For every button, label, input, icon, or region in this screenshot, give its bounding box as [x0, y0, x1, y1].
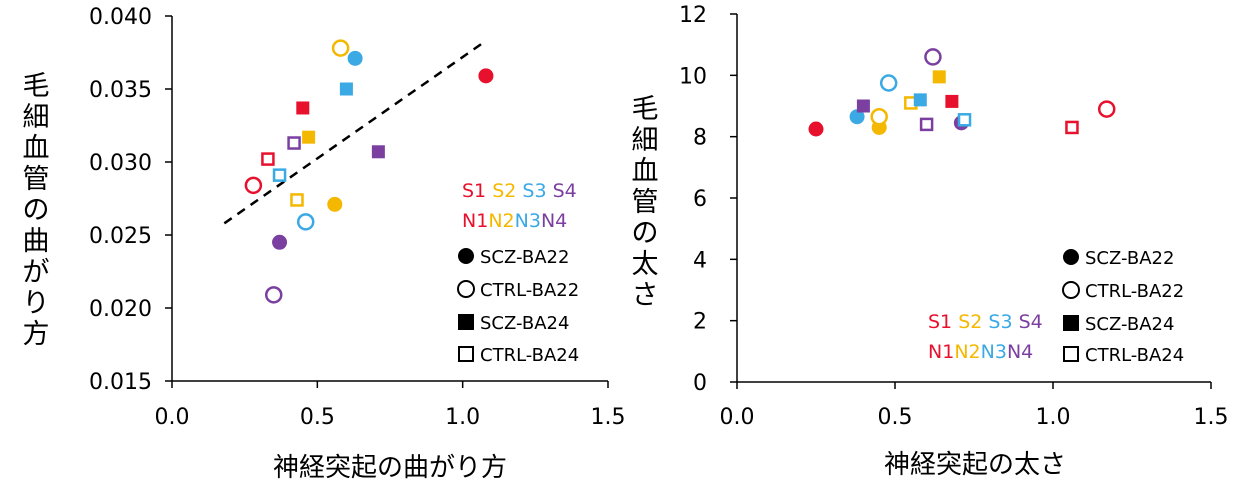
data-point: [478, 68, 494, 84]
legend-entry-label: CTRL-BA22: [1085, 281, 1184, 302]
data-point: [856, 99, 870, 113]
legend-entry-label: SCZ-BA22: [480, 247, 569, 268]
data-point: [371, 145, 385, 159]
data-point: [957, 113, 972, 127]
legend-marker-icon: [1063, 249, 1079, 265]
data-point: [879, 74, 898, 92]
y-tick-label: 0.025: [89, 224, 152, 249]
x-tick-label: 0.5: [878, 405, 913, 430]
legend-s-labels: S1 S2 S3 S4: [462, 180, 577, 202]
x-tick-label: 1.5: [591, 405, 626, 430]
data-point: [919, 117, 934, 132]
y-tick-label: 0.020: [89, 297, 152, 322]
data-point: [264, 286, 283, 304]
data-point: [272, 234, 288, 250]
legend-marker-icon: [458, 248, 474, 264]
legend-entry-label: CTRL-BA22: [480, 280, 579, 301]
legend-marker-icon: [1062, 281, 1080, 299]
y-axis-label: 毛細血管の曲がり方: [23, 71, 50, 350]
data-point: [290, 193, 304, 207]
x-tick-label: 0.5: [300, 405, 335, 430]
y-tick-label: 12: [679, 3, 707, 28]
legend-entry-label: CTRL-BA24: [480, 345, 579, 366]
data-point: [339, 82, 353, 96]
x-tick-label: 1.0: [1036, 405, 1071, 430]
data-point: [347, 50, 363, 66]
y-tick-label: 4: [693, 248, 707, 273]
data-point: [331, 39, 350, 57]
legend-entry-label: CTRL-BA24: [1085, 345, 1184, 366]
y-tick-label: 8: [693, 126, 707, 151]
legend-n-labels: N1N2N3N4: [462, 210, 567, 232]
y-tick-label: 0.015: [89, 370, 152, 395]
legend-marker-icon: [457, 280, 475, 298]
y-tick-label: 0: [693, 371, 707, 396]
data-point: [849, 109, 865, 125]
data-point: [287, 136, 301, 150]
x-tick-label: 1.0: [445, 405, 480, 430]
y-tick-label: 10: [679, 64, 707, 89]
data-point: [870, 107, 888, 126]
data-point: [296, 213, 315, 231]
legend-marker-icon: [1063, 346, 1079, 362]
data-point: [272, 168, 287, 182]
y-tick-label: 6: [693, 187, 707, 212]
x-axis-label: 神経突起の太さ: [884, 450, 1066, 480]
trend-line: [223, 39, 487, 225]
chart-panel-1: 0.015 0.020 0.025 0.030 0.035 0.040 0.0 0.5 1.0 1…: [23, 5, 626, 483]
legend-entry-label: SCZ-BA24: [480, 313, 569, 334]
y-tick-label: 2: [693, 310, 707, 335]
data-point: [945, 94, 959, 108]
y-tick-label: 0.030: [89, 151, 152, 176]
y-tick-label: 0.035: [89, 78, 152, 103]
legend-s-labels: S1 S2 S3 S4: [928, 311, 1043, 333]
data-point: [302, 130, 316, 144]
data-point: [1065, 120, 1079, 135]
legend-marker-icon: [458, 314, 474, 330]
data-point: [808, 121, 824, 137]
legend-marker-icon: [1063, 315, 1079, 331]
data-point: [924, 48, 942, 66]
legend-n-labels: N1N2N3N4: [928, 341, 1033, 363]
legend-entry-label: SCZ-BA22: [1085, 248, 1174, 269]
data-point: [261, 152, 275, 166]
y-axis-label: 毛細血管の太さ: [632, 94, 659, 311]
x-tick-label: 0.0: [720, 405, 755, 430]
data-point: [327, 196, 343, 212]
y-tick-label: 0.040: [89, 5, 152, 30]
chart-panel-2: 0 2 4 6 8 10 12 0.0 0.5 1.0 1.5 神経突起の太さ 毛細血管の太さ S1 S2…: [632, 3, 1229, 480]
x-tick-label: 1.5: [1194, 405, 1229, 430]
legend-entry-label: SCZ-BA24: [1085, 314, 1174, 335]
data-point: [296, 101, 310, 115]
legend-marker-icon: [458, 346, 474, 362]
data-point: [1097, 100, 1116, 118]
data-point: [932, 70, 946, 84]
x-tick-label: 0.0: [155, 405, 190, 430]
data-point: [244, 176, 263, 195]
data-point: [913, 93, 927, 107]
x-axis-label: 神経突起の曲がり方: [273, 453, 507, 483]
